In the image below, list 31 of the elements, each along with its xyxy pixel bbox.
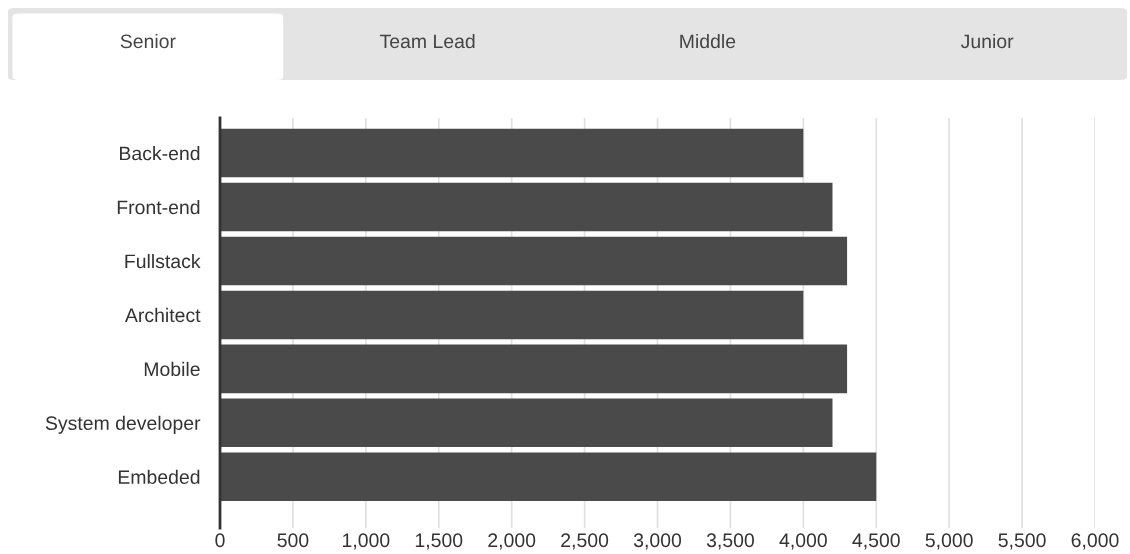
text: Senior bbox=[120, 33, 176, 49]
x-tick-label: 3,000 bbox=[633, 533, 682, 550]
text: Middle bbox=[680, 33, 736, 49]
y-tick-label: Mobile bbox=[144, 361, 200, 377]
y-tick-label: System developer bbox=[45, 415, 201, 434]
x-tick-label: 500 bbox=[277, 533, 309, 548]
y-tick-label: Architect bbox=[124, 307, 201, 323]
y-tick-label: Front-end bbox=[117, 199, 200, 215]
x-tick-label: 0 bbox=[215, 533, 225, 548]
bar bbox=[220, 398, 833, 448]
bar bbox=[220, 344, 848, 394]
y-tick-label: Back-end bbox=[120, 146, 200, 161]
x-tick-label: 5,000 bbox=[925, 533, 973, 550]
bar bbox=[220, 128, 804, 178]
x-tick-label: 1,000 bbox=[342, 533, 390, 550]
x-tick-label: 1,500 bbox=[415, 533, 463, 550]
text: Junior bbox=[960, 33, 1014, 49]
y-tick-label: Fullstack bbox=[125, 253, 201, 269]
x-tick-label: 4,500 bbox=[852, 533, 900, 550]
x-tick-label: 2,000 bbox=[488, 533, 536, 550]
x-tick-label: 4,000 bbox=[779, 533, 827, 550]
bar bbox=[220, 290, 804, 340]
y-tick-label: Embeded bbox=[118, 469, 200, 484]
x-tick-label: 5,500 bbox=[998, 533, 1046, 550]
bar bbox=[220, 236, 848, 286]
x-tick-label: 6,000 bbox=[1071, 533, 1119, 550]
bar bbox=[220, 452, 877, 502]
x-tick-label: 3,500 bbox=[706, 533, 754, 550]
bar bbox=[220, 182, 833, 232]
x-tick-label: 2,500 bbox=[561, 533, 609, 550]
text: Team Lead bbox=[379, 33, 475, 49]
